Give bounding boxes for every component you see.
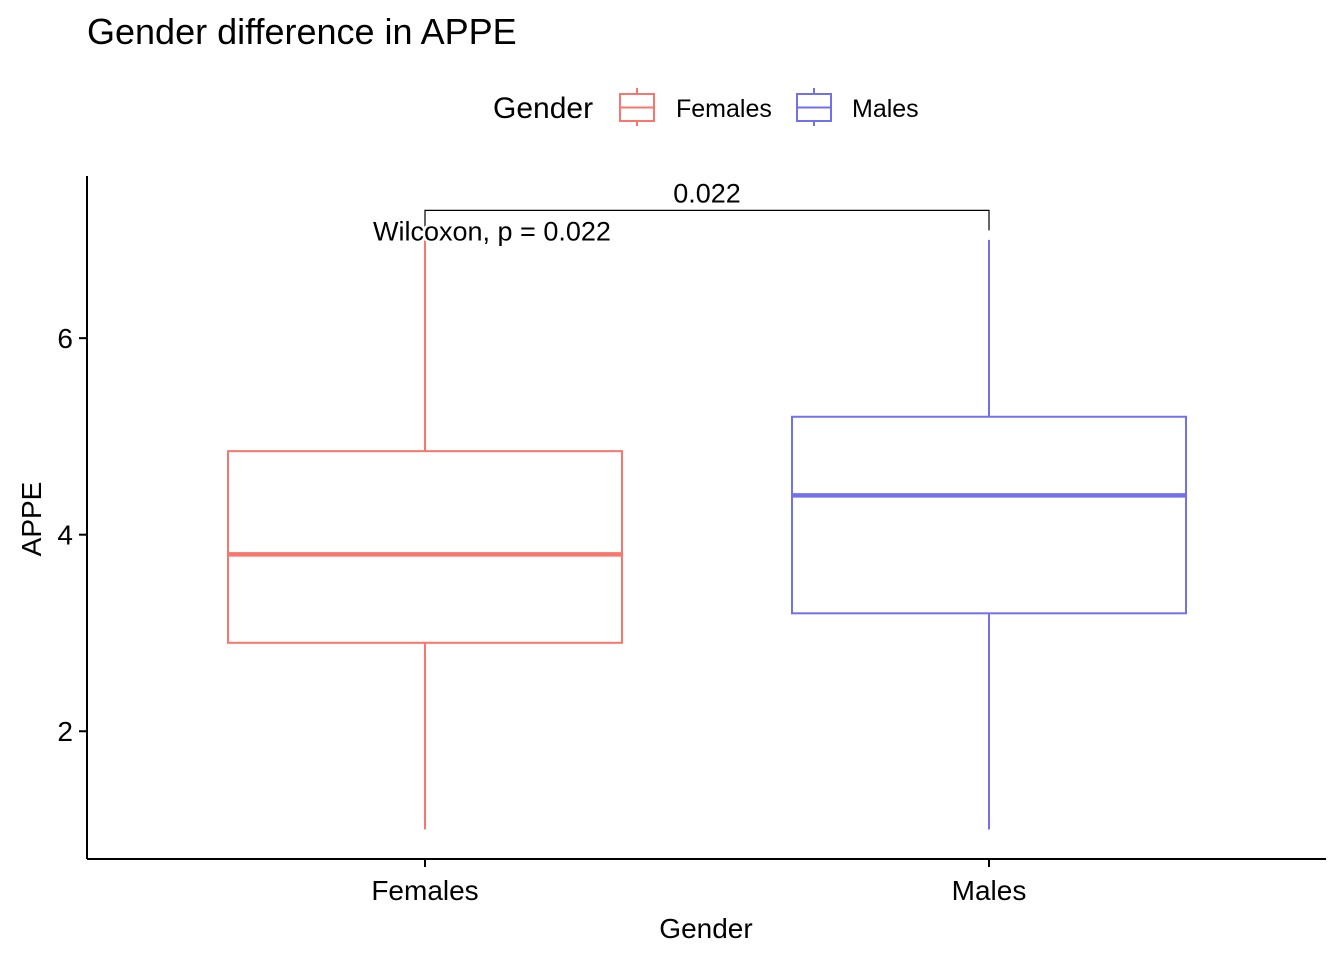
y-axis-title: APPE [16, 482, 47, 557]
bracket-p-label: 0.022 [673, 178, 741, 208]
wilcoxon-test-label: Wilcoxon, p = 0.022 [373, 216, 611, 246]
x-tick-label-females: Females [371, 875, 478, 906]
plot-area: 2 4 6 Females Males 0.022 Wilcoxon, p = 0.022 [57, 176, 1326, 906]
legend: Gender Females Males [493, 88, 919, 126]
significance-bracket [424, 209, 990, 231]
legend-label-females: Females [676, 95, 772, 123]
x-axis-title: Gender [659, 913, 752, 944]
y-tick-label-6: 6 [57, 323, 73, 354]
legend-label-males: Males [852, 95, 919, 123]
legend-key-females [619, 88, 655, 126]
box-females [227, 450, 623, 644]
legend-key-males [796, 88, 832, 126]
x-tick-label-males: Males [952, 875, 1027, 906]
y-tick-label-4: 4 [57, 520, 73, 551]
y-tick-label-2: 2 [57, 716, 73, 747]
legend-title: Gender [493, 92, 593, 125]
chart-title: Gender difference in APPE [87, 11, 517, 52]
box-males [791, 415, 1187, 615]
